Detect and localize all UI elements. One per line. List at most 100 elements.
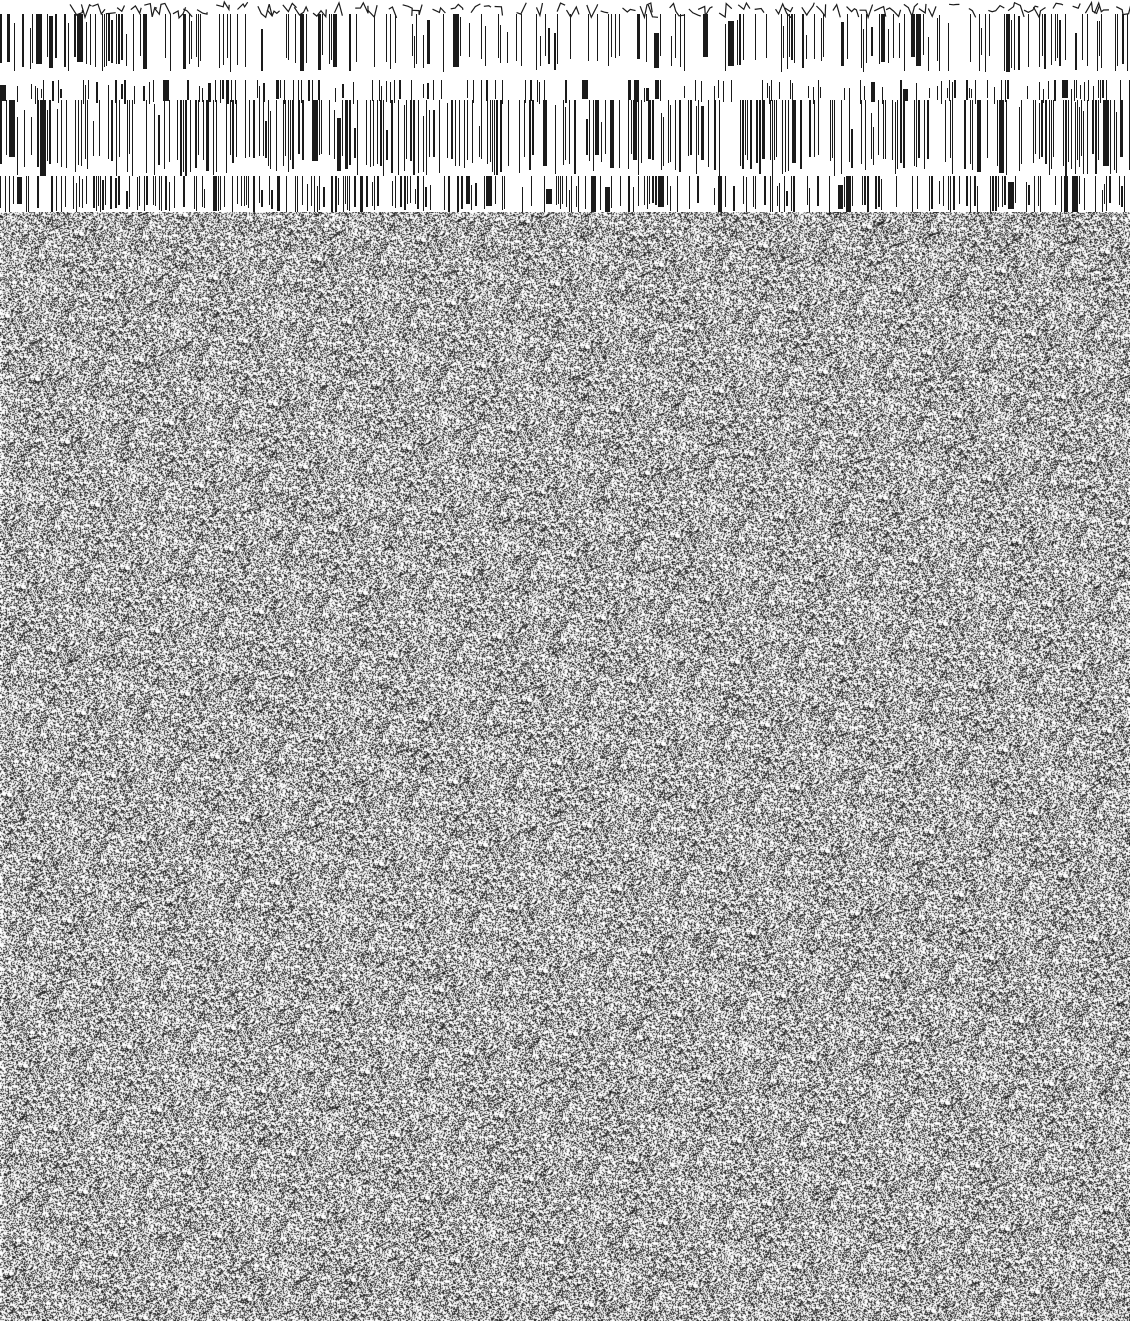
stripe-mark xyxy=(543,100,547,166)
stripe-mark xyxy=(818,80,819,101)
stripe-mark xyxy=(1097,21,1098,71)
stripe-mark xyxy=(809,188,810,212)
stripe-mark xyxy=(1055,176,1056,205)
stripe-mark xyxy=(206,100,209,171)
stripe-mark xyxy=(203,100,204,160)
stripe-mark xyxy=(356,14,357,62)
stripe-mark xyxy=(945,100,946,162)
stripe-mark xyxy=(570,14,571,59)
stripe-mark xyxy=(430,185,431,210)
stripe-mark xyxy=(317,186,318,214)
stripe-mark xyxy=(300,14,304,71)
stripe-mark xyxy=(562,176,563,204)
stripe-mark xyxy=(860,80,861,104)
stripe-mark xyxy=(398,100,399,175)
stripe-mark xyxy=(85,100,86,159)
stripe-mark xyxy=(882,87,883,104)
scribble-mark xyxy=(565,5,580,19)
stripe-mark xyxy=(770,100,771,160)
stripe-mark xyxy=(867,176,869,213)
stripe-mark xyxy=(655,80,659,99)
stripe-mark xyxy=(143,14,147,69)
stripe-mark xyxy=(971,89,972,98)
stripe-mark xyxy=(427,83,429,99)
stripe-mark xyxy=(139,176,140,206)
stripe-mark xyxy=(966,80,968,100)
stripe-mark xyxy=(500,25,501,63)
stripe-mark xyxy=(782,100,783,174)
stripe-mark xyxy=(426,100,427,175)
stripe-mark xyxy=(646,14,647,62)
stripe-mark xyxy=(261,29,263,71)
stripe-mark xyxy=(544,176,545,212)
stripe-mark xyxy=(64,14,66,67)
stripe-mark xyxy=(1093,86,1094,100)
stripe-mark xyxy=(611,176,612,208)
stripe-mark xyxy=(95,14,96,67)
stripe-mark xyxy=(1048,81,1049,99)
stripe-mark xyxy=(490,100,491,162)
stripe-mark xyxy=(213,100,214,175)
stripe-mark xyxy=(981,28,982,55)
stripe-mark xyxy=(1027,86,1028,99)
stripe-mark xyxy=(37,88,38,100)
stripe-mark xyxy=(1082,14,1083,60)
stripe-mark xyxy=(208,83,211,102)
stripe-mark xyxy=(277,176,280,211)
stripe-mark xyxy=(1092,100,1094,154)
stripe-mark xyxy=(198,14,199,67)
stripe-mark xyxy=(772,176,773,214)
stripe-mark xyxy=(132,100,133,176)
stripe-mark xyxy=(249,100,250,157)
stripe-mark xyxy=(473,80,474,103)
stripe-mark xyxy=(288,14,289,60)
stripe-mark xyxy=(605,187,610,213)
scribble-mark xyxy=(483,5,492,8)
stripe-mark xyxy=(806,35,807,59)
stripe-mark xyxy=(852,176,853,206)
stripe-mark xyxy=(246,176,247,205)
stripe-mark xyxy=(153,176,154,205)
stripe-mark xyxy=(180,100,182,176)
stripe-mark xyxy=(41,89,42,98)
stripe-mark xyxy=(941,81,942,104)
stripe-mark xyxy=(718,80,719,98)
stripe-mark xyxy=(28,176,29,212)
stripe-mark xyxy=(183,100,184,172)
stripe-mark xyxy=(261,190,263,207)
stripe-mark xyxy=(731,80,732,102)
stripe-mark xyxy=(126,34,127,66)
stripe-mark xyxy=(144,176,145,211)
stripe-mark xyxy=(987,80,988,98)
stripe-mark xyxy=(914,100,915,166)
stripe-mark xyxy=(331,14,332,60)
stripe-mark xyxy=(605,100,606,154)
stripe-mark xyxy=(1064,176,1068,213)
stripe-mark xyxy=(174,176,175,208)
stripe-mark xyxy=(783,26,784,58)
stripe-mark xyxy=(861,14,862,68)
scribble-mark xyxy=(784,6,794,13)
scribble-mark xyxy=(535,2,544,18)
stripe-mark xyxy=(878,100,879,155)
stripe-mark xyxy=(314,176,315,212)
stripe-mark xyxy=(447,103,448,158)
stripe-mark xyxy=(1057,14,1058,58)
stripe-mark xyxy=(410,100,412,161)
stripe-mark xyxy=(165,14,166,58)
stripe-mark xyxy=(865,100,866,170)
scribble-mark xyxy=(237,1,249,10)
stripe-mark xyxy=(119,100,120,157)
stripe-mark xyxy=(220,80,221,103)
stripe-mark xyxy=(832,100,833,158)
stripe-mark xyxy=(227,14,228,58)
stripe-mark xyxy=(133,14,134,71)
stripe-mark xyxy=(342,100,343,156)
scribble-mark xyxy=(1052,2,1064,9)
stripe-mark xyxy=(43,80,44,101)
stripe-mark xyxy=(105,176,106,205)
stripe-mark xyxy=(1026,182,1027,212)
stripe-mark xyxy=(740,100,741,166)
stripe-mark xyxy=(381,86,382,103)
stripe-mark xyxy=(597,14,598,61)
